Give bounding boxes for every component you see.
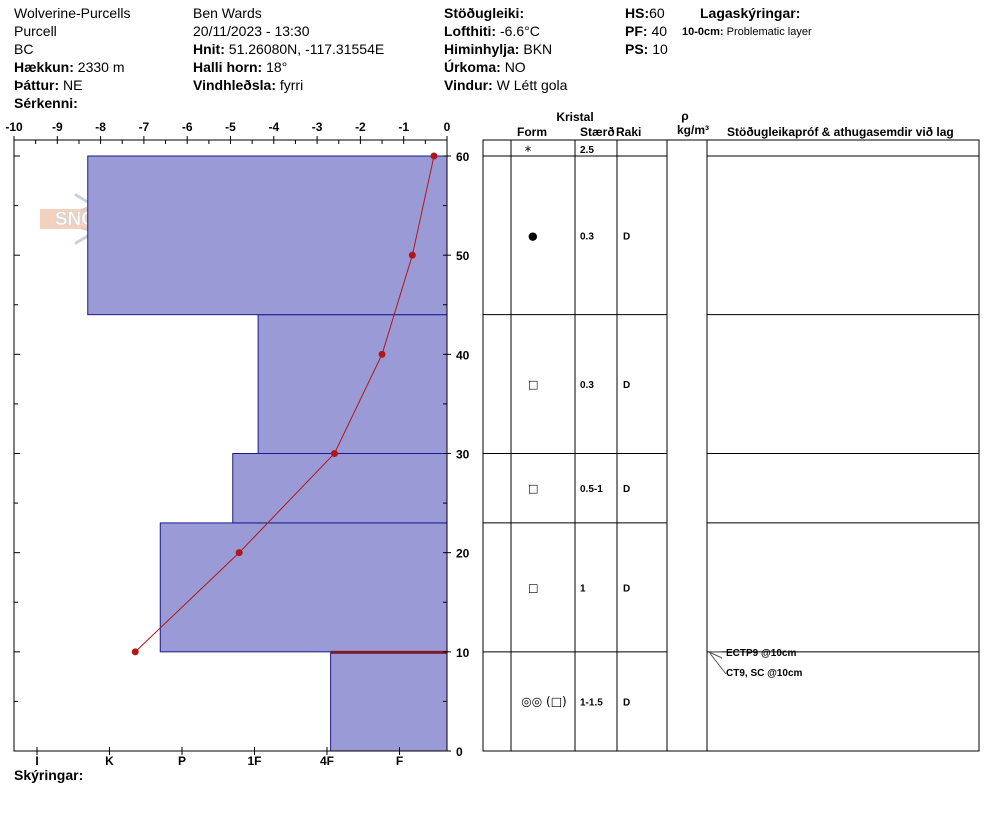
temperature-tick-label: -10 (5, 120, 23, 134)
temperature-tick-label: -9 (52, 120, 63, 134)
temperature-tick-label: -4 (268, 120, 279, 134)
layer-size: 0.3 (580, 231, 594, 242)
layer-form: □ (528, 482, 538, 495)
form-header: Form (517, 125, 547, 139)
elevation: Hækkun: 2330 m (14, 59, 125, 75)
features: Sérkenni: (14, 95, 78, 111)
province-name: BC (14, 41, 34, 57)
layer-form: ◎◎ (□) (521, 694, 566, 708)
height-tick-label: 30 (456, 448, 470, 462)
layer-size: 0.3 (580, 380, 594, 391)
temperature-tick-label: -8 (95, 120, 106, 134)
layer-moisture: D (623, 380, 630, 391)
aspect: Þáttur: NE (14, 77, 83, 93)
rho-header: ρ (681, 109, 688, 123)
stability: Stöðugleiki: (444, 5, 525, 21)
stability-tests: ECTP9 @10cm CT9, SC @10cm (708, 648, 803, 679)
temperature-tick-label: -6 (182, 120, 193, 134)
slope-angle: Halli horn: 18° (193, 59, 288, 75)
temperature-point (330, 450, 338, 457)
range-name: Purcell (14, 23, 57, 39)
hardness-tick-label: P (178, 754, 186, 768)
layer-moisture: D (623, 231, 630, 242)
wind: Vindur: W Létt gola (444, 77, 568, 93)
hardness-layers (87, 155, 448, 752)
location-name: Wolverine-Purcells (14, 5, 131, 21)
wind-loading: Vindhleðsla: fyrri (193, 77, 304, 93)
hardness-tick-label: K (105, 754, 114, 768)
ps-value: PS: 10 (625, 41, 668, 57)
problem-layer (330, 650, 447, 654)
temperature-point (235, 549, 243, 557)
observer-name: Ben Wards (193, 5, 262, 21)
layer-size: 0.5-1 (580, 484, 603, 495)
height-tick-label: 0 (456, 745, 463, 759)
hardness-tick-label: 1F (247, 754, 261, 768)
height-tick-label: 10 (456, 646, 470, 660)
temperature-tick-label: -1 (398, 120, 409, 134)
hardness-layer-bar (87, 155, 448, 316)
layer-moisture: D (623, 583, 630, 594)
layer-form: □ (528, 378, 538, 391)
layer-moisture: D (623, 697, 630, 708)
surface-size: 2.5 (580, 145, 594, 156)
hardness-layer-bar (257, 314, 448, 454)
test-ectp: ECTP9 @10cm (726, 648, 796, 659)
table-rows: ● 0.3 D □ 0.3 D □ 0.5-1 D □ 1 D ◎◎ (□) 1-1.5 D (483, 155, 979, 752)
hs-value: HS:60 (625, 5, 665, 21)
temperature-axis: -10 -9 -8 -7 -6 -5 -4 -3 -2 -1 0 (5, 120, 451, 144)
temperature-point (378, 350, 386, 358)
hardness-layer-bar (159, 522, 448, 653)
surface-form: * (525, 144, 532, 160)
height-tick-label: 40 (456, 348, 470, 362)
layer-form: □ (528, 581, 538, 594)
temperature-point (131, 648, 139, 656)
density-unit: kg/m³ (677, 123, 709, 137)
precipitation: Úrkoma: NO (444, 59, 526, 75)
temperature-tick-label: -3 (312, 120, 323, 134)
comments-header: Stöðugleikapróf & athugasemdir við lag (727, 125, 954, 139)
hardness-tick-label: 4F (320, 754, 334, 768)
height-tick-label: 20 (456, 547, 470, 561)
temperature-profile-line (134, 155, 435, 653)
temperature-tick-label: -2 (355, 120, 366, 134)
legend-entry: 10-0cm: Problematic layer (682, 26, 812, 38)
hardness-axis: I K P 1F 4F F (35, 747, 403, 768)
crystal-header: Kristal (556, 110, 593, 124)
temperature-tick-label: 0 (444, 120, 451, 134)
legend-title: Lagaskýringar: (700, 5, 801, 21)
test-ct: CT9, SC @10cm (726, 668, 803, 679)
height-tick-label: 60 (456, 150, 470, 164)
problem-layer-line (330, 650, 447, 654)
observation-datetime: 20/11/2023 - 13:30 (193, 23, 310, 39)
size-header: Stærð (580, 125, 615, 139)
hardness-tick-label: F (396, 754, 403, 768)
pf-value: PF: 40 (625, 23, 668, 39)
hardness-tick-label: I (35, 754, 38, 768)
temperature-profile (131, 152, 438, 656)
notes-label: Skýringar: (14, 767, 84, 783)
sky-cover: Himinhylja: BKN (444, 41, 553, 57)
layer-form: ● (528, 229, 538, 242)
hardness-layer-bar (330, 651, 448, 752)
temperature-point (430, 152, 438, 160)
height-tick-label: 50 (456, 249, 470, 263)
hardness-layer-bar (232, 453, 448, 524)
layer-size: 1-1.5 (580, 697, 603, 708)
coordinates: Hnit: 51.26080N, -117.31554E (193, 41, 385, 57)
layer-moisture: D (623, 484, 630, 495)
temperature-tick-label: -7 (139, 120, 150, 134)
height-axis: 0 10 20 30 40 50 60 (14, 150, 470, 759)
moisture-header: Raki (616, 125, 641, 139)
temperature-tick-label: -5 (225, 120, 236, 134)
air-temperature: Lofthiti: -6.6°C (444, 23, 540, 39)
temperature-point (408, 251, 416, 259)
layer-size: 1 (580, 583, 586, 594)
